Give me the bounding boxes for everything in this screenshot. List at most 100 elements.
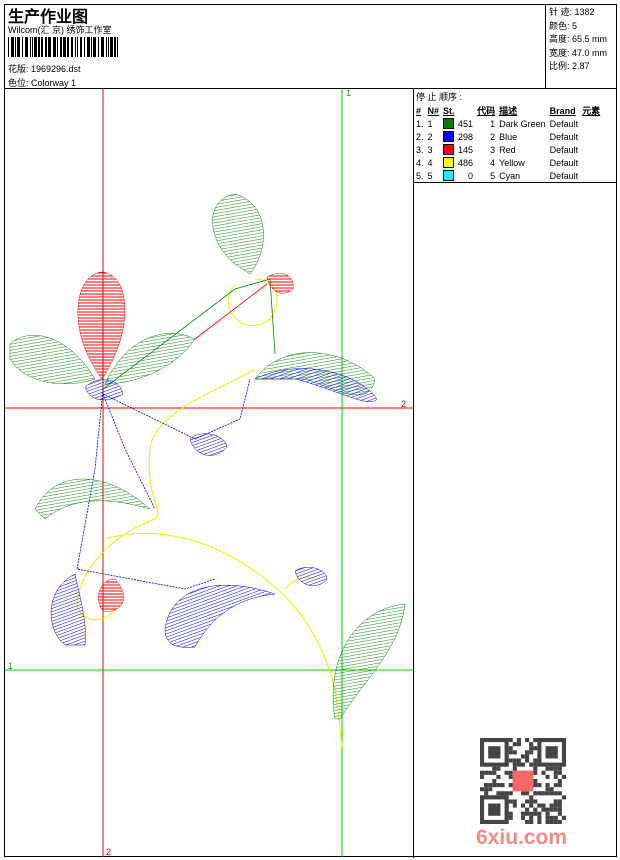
column-header: # — [416, 105, 422, 116]
qr-module — [529, 762, 534, 767]
qr-module — [492, 783, 497, 788]
qr-module — [496, 783, 501, 788]
stitch-count: 针 迹: 1382 — [549, 7, 595, 17]
barcode-bar — [48, 37, 51, 57]
element — [580, 117, 602, 130]
barcode-bar — [17, 37, 20, 57]
qr-module — [480, 787, 485, 792]
barcode — [8, 37, 118, 57]
color-row: 5. 5 0 5 Cyan Default — [414, 169, 602, 182]
color-code: 5 — [490, 170, 496, 181]
column-header: 描述 — [499, 106, 518, 116]
color-swatch-cell — [441, 130, 456, 143]
qr-module — [537, 819, 542, 824]
qr-module — [529, 819, 534, 824]
color-code: 1 — [490, 118, 496, 129]
qr-module — [533, 766, 538, 771]
qr-module — [525, 811, 530, 816]
qr-module — [512, 803, 517, 808]
barcode-bar — [67, 37, 69, 57]
qr-module — [500, 791, 505, 796]
qr-module — [561, 795, 566, 800]
qr-module — [537, 803, 542, 808]
red-v-label: 2 — [106, 847, 111, 857]
barcode-bar — [87, 37, 90, 57]
qr-module — [545, 783, 550, 788]
qr-module — [533, 762, 538, 767]
row-index: 1. — [416, 118, 424, 129]
brand: Default — [549, 131, 579, 142]
qr-module — [484, 791, 489, 796]
barcode-bar — [77, 37, 78, 57]
qr-module — [508, 750, 513, 755]
qr-module — [549, 766, 554, 771]
qr-module — [516, 738, 521, 743]
barcode-bar — [71, 37, 73, 57]
qr-module — [512, 762, 517, 767]
barcode-bar — [93, 37, 96, 57]
qr-module — [529, 746, 534, 751]
qr-module — [545, 819, 550, 824]
qr-module — [561, 774, 566, 779]
barcode-bar — [117, 37, 118, 57]
color-swatch-cell — [441, 117, 456, 130]
design-scale: 比例: 2.87 — [549, 61, 590, 71]
qr-module — [508, 758, 513, 763]
color-swatch — [443, 118, 455, 130]
qr-module — [516, 758, 521, 763]
qr-module — [553, 770, 558, 775]
barcode-bar — [30, 37, 31, 57]
qr-module — [525, 754, 530, 759]
barcode-bar — [38, 37, 40, 57]
qr-module — [508, 791, 513, 796]
qr-module — [557, 819, 562, 824]
qr-module — [557, 811, 562, 816]
qr-module — [545, 766, 550, 771]
color-row: 2. 2 298 2 Blue Default — [414, 130, 602, 143]
qr-module — [500, 783, 505, 788]
watermark-logo: 6xiu.com — [476, 826, 568, 849]
barcode-bar — [32, 37, 33, 57]
red-h-label: 2 — [401, 399, 406, 409]
qr-module — [545, 807, 550, 812]
stop-sequence-panel: 停 止 顺序 : # N# St. 代码 描述 Brand 元素 1. 1 451 1 Dark G… — [414, 89, 617, 182]
qr-module — [508, 783, 513, 788]
color-swatch — [443, 157, 455, 169]
color-description: Yellow — [499, 157, 525, 168]
design-info: 针 迹: 1382 颜色: 5 高度: 65.5 mm 宽度: 47.0 mm … — [545, 4, 617, 89]
qr-module — [484, 770, 489, 775]
qr-module — [525, 758, 530, 763]
barcode-bar — [15, 37, 16, 57]
divider — [4, 88, 617, 89]
qr-module — [549, 803, 554, 808]
qr-module — [488, 783, 493, 788]
qr-module — [520, 811, 526, 816]
needle-number: 1 — [427, 118, 433, 129]
row-index: 5. — [416, 170, 424, 181]
green-h-label: 1 — [8, 661, 13, 671]
qr-module — [529, 742, 534, 747]
barcode-bar — [22, 37, 23, 57]
guide-lines: 2 2 1 1 — [5, 89, 413, 857]
row-index: 2. — [416, 131, 424, 142]
qr-module — [541, 770, 546, 775]
qr-module — [557, 783, 562, 788]
stop-sequence-table: # N# St. 代码 描述 Brand 元素 1. 1 451 1 Dark Green Defau… — [414, 104, 602, 182]
color-swatch-cell — [441, 156, 456, 169]
qr-module — [561, 815, 566, 820]
qr-module — [541, 791, 546, 796]
qr-module — [496, 766, 501, 771]
qr-module — [553, 819, 558, 824]
qr-module — [537, 811, 542, 816]
column-header: Brand — [549, 105, 576, 116]
qr-module — [557, 803, 562, 808]
color-swatch — [443, 131, 455, 143]
stop-sequence-title: 停 止 顺序 : — [416, 92, 463, 102]
qr-module — [508, 799, 513, 804]
color-description: Dark Green — [499, 118, 546, 129]
row-index: 4. — [416, 157, 424, 168]
stitch-count: 145 — [458, 144, 474, 155]
element — [580, 156, 602, 169]
qr-module — [512, 758, 517, 763]
color-swatch — [443, 144, 455, 156]
